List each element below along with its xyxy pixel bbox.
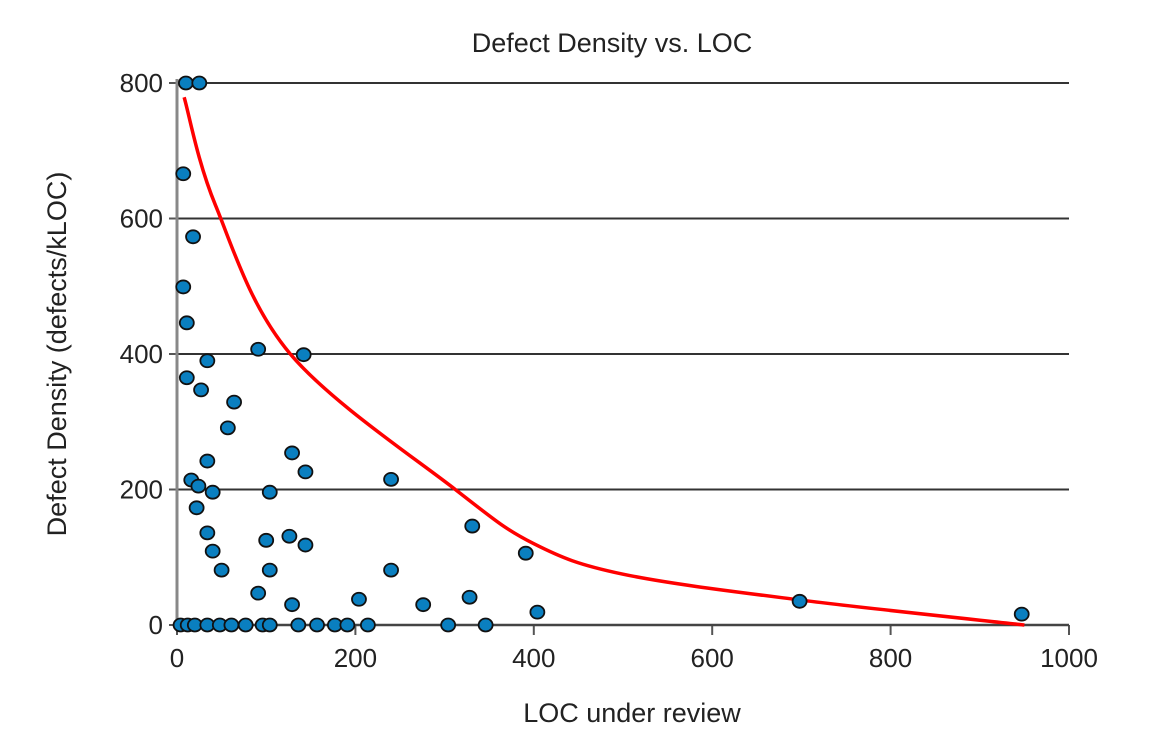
data-point [226, 394, 242, 410]
data-point [178, 315, 195, 331]
x-tick-label: 1000 [1040, 643, 1098, 673]
data-point [193, 382, 209, 398]
data-point [359, 617, 376, 633]
x-tick-label: 400 [512, 643, 555, 673]
x-tick-label: 200 [334, 643, 377, 673]
data-point [461, 589, 478, 605]
data-point [175, 279, 192, 295]
data-point [297, 464, 314, 480]
y-tick-label: 400 [120, 339, 163, 369]
data-point [517, 545, 534, 561]
data-point [178, 370, 195, 386]
data-point [223, 617, 240, 633]
data-point [351, 591, 367, 607]
data-point [175, 166, 192, 182]
chart-title: Defect Density vs. LOC [472, 28, 753, 58]
y-axis-label: Defect Density (defects/kLOC) [42, 172, 72, 537]
data-point [188, 500, 205, 516]
data-point [295, 347, 312, 363]
data-point [261, 617, 278, 633]
data-point [219, 420, 236, 436]
x-tick-label: 0 [170, 643, 184, 673]
data-point [250, 585, 267, 601]
data-point [199, 453, 216, 469]
data-point [440, 617, 457, 633]
data-point [284, 445, 300, 461]
data-point [529, 604, 546, 620]
y-tick-labels: 0 200 400 600 800 [120, 68, 163, 640]
data-point [185, 229, 201, 245]
data-point [383, 471, 399, 487]
data-point [290, 617, 307, 633]
data-point [190, 478, 207, 494]
data-point [309, 617, 325, 633]
y-tick-label: 200 [120, 475, 163, 505]
data-point [199, 353, 216, 369]
data-point [415, 597, 432, 613]
data-points [172, 75, 1030, 633]
data-point [204, 543, 221, 559]
data-point [250, 341, 267, 357]
data-point [199, 525, 216, 541]
data-point [281, 528, 298, 544]
gridlines [177, 82, 1069, 491]
y-tick-label: 600 [120, 204, 163, 234]
x-tick-label: 600 [691, 643, 734, 673]
x-axis-label: LOC under review [523, 698, 741, 728]
data-point [237, 617, 254, 633]
data-point [204, 484, 221, 500]
y-tick-label: 0 [149, 610, 163, 640]
data-point [261, 562, 278, 578]
data-point [464, 518, 481, 534]
data-point [191, 75, 208, 91]
data-point [339, 617, 356, 633]
x-tick-labels: 0 200 400 600 800 1000 [170, 643, 1098, 673]
y-tick-label: 800 [120, 68, 163, 98]
data-point [791, 593, 808, 609]
x-tick-label: 800 [869, 643, 912, 673]
data-point [297, 537, 314, 553]
data-point [213, 562, 230, 578]
data-point [477, 617, 494, 633]
data-point [1013, 606, 1030, 622]
data-point [258, 532, 275, 548]
data-point [383, 562, 399, 578]
data-point [261, 484, 278, 500]
data-point [178, 75, 194, 91]
data-point [284, 597, 300, 613]
